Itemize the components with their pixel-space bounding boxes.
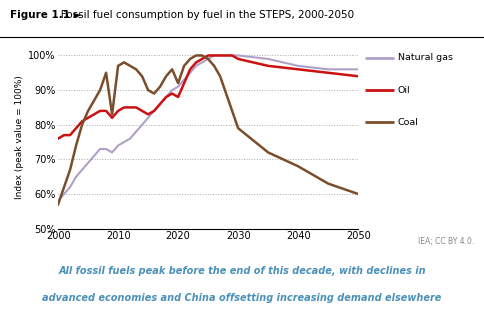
Text: Coal: Coal <box>398 118 419 127</box>
Text: All fossil fuels peak before the end of this decade, with declines in: All fossil fuels peak before the end of … <box>58 266 426 276</box>
Text: advanced economies and China offsetting increasing demand elsewhere: advanced economies and China offsetting … <box>42 293 442 303</box>
Text: Natural gas: Natural gas <box>398 53 453 62</box>
Text: Fossil fuel consumption by fuel in the STEPS, 2000-2050: Fossil fuel consumption by fuel in the S… <box>51 10 354 21</box>
Text: IEA; CC BY 4.0.: IEA; CC BY 4.0. <box>418 237 474 246</box>
Text: Oil: Oil <box>398 86 410 95</box>
Y-axis label: Index (peak value = 100%): Index (peak value = 100%) <box>15 75 24 199</box>
Text: Figure 1.1 ►: Figure 1.1 ► <box>10 10 81 21</box>
